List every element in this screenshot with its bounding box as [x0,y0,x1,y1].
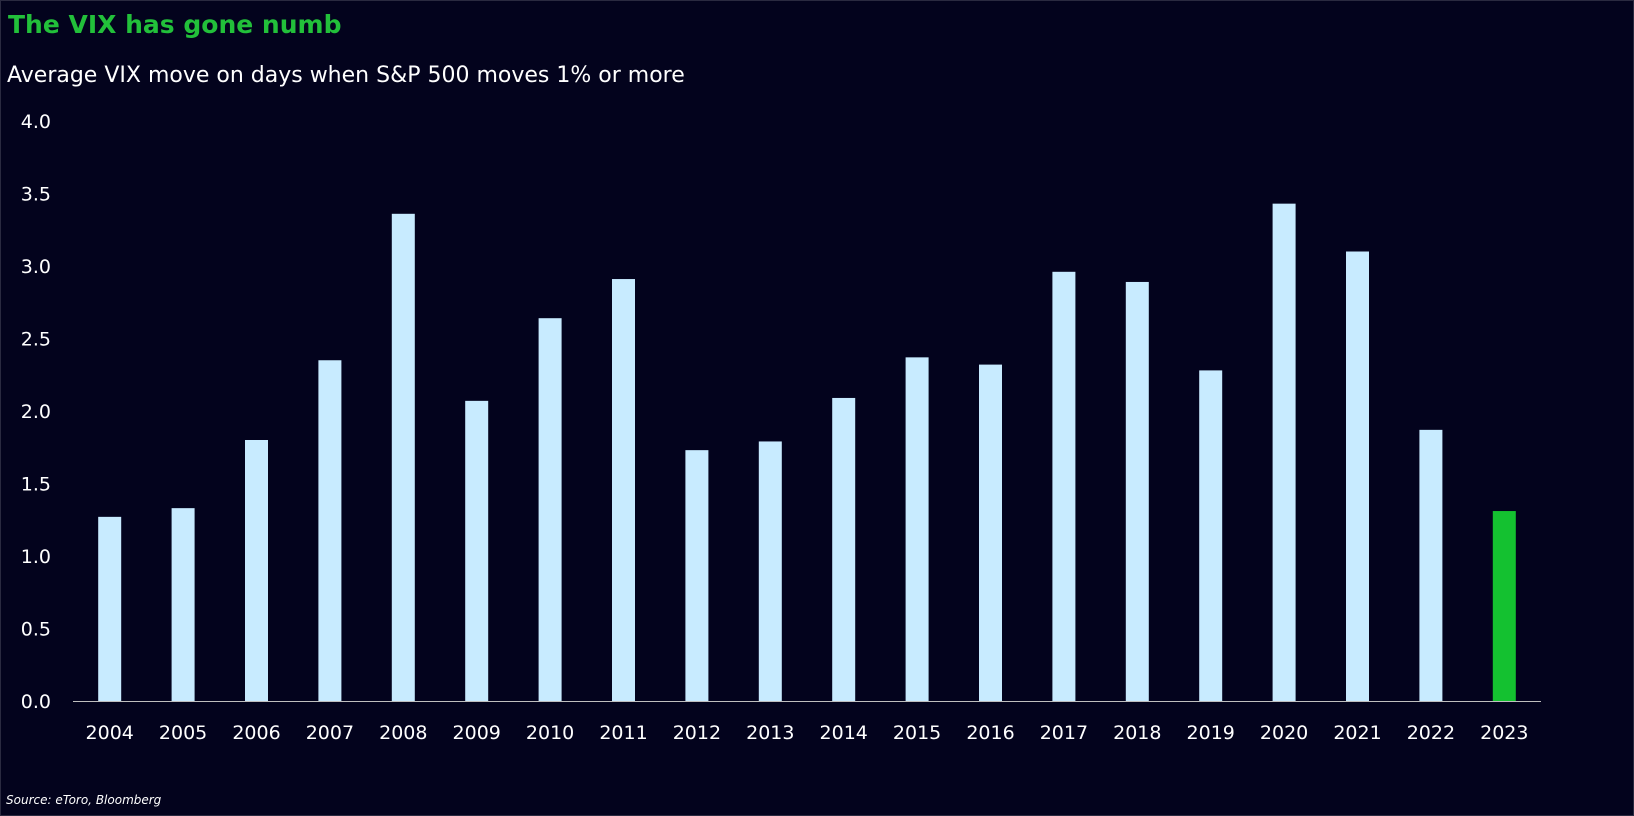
y-tick-label: 3.5 [21,184,51,206]
x-tick-label: 2014 [820,722,868,744]
bar [98,516,122,701]
bar [612,279,635,701]
y-tick-label: 2.0 [21,401,51,423]
bar [1125,281,1149,701]
x-tick-label: 2021 [1333,722,1381,744]
x-tick-label: 2004 [86,722,134,744]
bar [1419,429,1443,701]
x-tick-label: 2006 [232,722,280,744]
x-tick-label: 2008 [379,722,427,744]
y-tick-label: 3.0 [21,256,51,278]
bar [685,450,709,701]
y-tick-label: 4.0 [21,111,51,133]
y-tick-label: 1.0 [21,546,51,568]
x-tick-label: 2010 [526,722,574,744]
y-tick-label: 2.5 [21,329,51,351]
bar [1052,271,1076,701]
bar-highlight [1492,511,1516,701]
bar [318,360,342,701]
x-tick-label: 2018 [1113,722,1161,744]
bar [832,397,856,701]
chart-title: The VIX has gone numb [8,10,342,39]
bar [905,357,929,701]
bar [171,508,195,701]
x-tick-label: 2015 [893,722,941,744]
chart-subtitle: Average VIX move on days when S&P 500 mo… [7,63,685,88]
y-tick-label: 1.5 [21,474,51,496]
source-note: Source: eToro, Bloomberg [6,793,162,807]
x-tick-label: 2020 [1260,722,1308,744]
x-tick-label: 2013 [746,722,794,744]
bar [1272,203,1296,701]
bar [1199,370,1223,701]
bar [391,213,415,702]
x-tick-label: 2022 [1407,722,1455,744]
x-tick-label: 2005 [159,722,207,744]
bar [1346,251,1369,701]
y-tick-label: 0.5 [21,619,51,641]
x-tick-label: 2009 [453,722,501,744]
x-tick-label: 2023 [1480,722,1528,744]
x-tick-label: 2019 [1187,722,1235,744]
bar [538,318,562,701]
y-tick-label: 0.0 [21,691,51,713]
x-tick-label: 2016 [966,722,1014,744]
x-tick-label: 2012 [673,722,721,744]
bar [245,440,268,701]
bar [758,441,782,701]
x-tick-label: 2007 [306,722,354,744]
bar [465,400,489,701]
x-tick-label: 2011 [599,722,647,744]
bar [979,364,1002,701]
x-tick-label: 2017 [1040,722,1088,744]
